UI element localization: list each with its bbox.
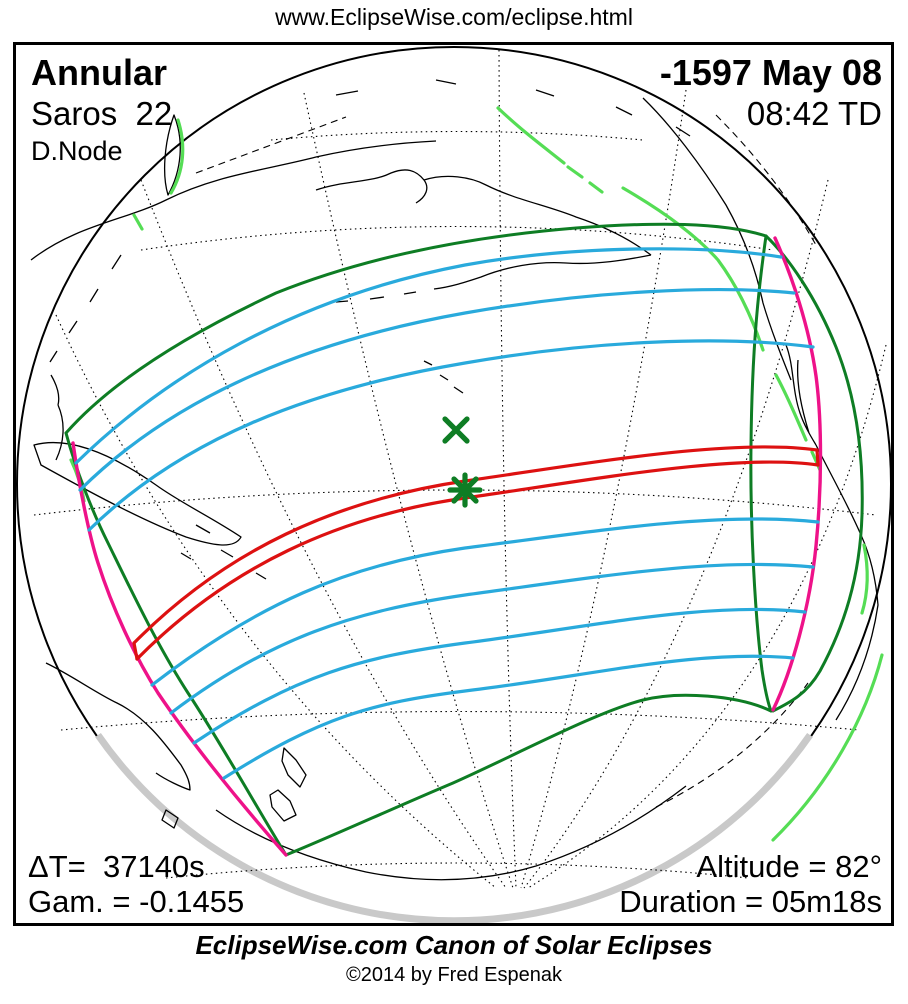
duration-value: Duration = 05m18s	[619, 883, 882, 919]
penumbra-east-terminator-limit	[764, 234, 864, 713]
saros-label: Saros 22	[31, 95, 173, 133]
delta-t-value: ΔT= 37140s	[28, 848, 205, 884]
penumbra-west-limit	[64, 431, 288, 857]
penumbra-south-limit	[284, 693, 773, 857]
eclipse-map-globe	[16, 46, 891, 923]
asterisk-marker	[447, 472, 483, 508]
kamchatka-coast-highlight	[169, 118, 185, 195]
magnitude-isoline	[192, 607, 807, 745]
sunrise-curve	[71, 441, 288, 857]
polar-shading	[95, 732, 813, 923]
magnitude-isolines	[74, 247, 820, 780]
eclipse-type-label: Annular	[31, 52, 168, 93]
penumbra-east-limit	[749, 234, 773, 713]
magnitude-isoline	[222, 654, 795, 780]
penumbra-limits	[64, 222, 864, 857]
gamma-value: Gam. = -0.1455	[28, 883, 245, 919]
page-url-text: www.EclipseWise.com/eclipse.html	[275, 4, 633, 30]
page-footer: EclipseWise.com Canon of Solar Eclipses …	[0, 930, 908, 987]
altitude-value: Altitude = 82°	[696, 848, 882, 884]
magnitude-isoline	[169, 562, 815, 715]
eclipse-info-top-right: -1597 May 08 08:42 TD	[660, 54, 882, 132]
penumbra-north-limit	[64, 222, 768, 435]
kuril-coast-highlight	[132, 213, 144, 231]
eclipse-date: -1597 May 08	[659, 52, 882, 93]
magnitude-isoline	[150, 517, 820, 687]
mexico-coast-highlight	[774, 373, 822, 472]
alaska-coast-highlight	[496, 106, 604, 194]
x-marker	[442, 416, 470, 444]
north-america-coast-highlight	[621, 186, 765, 352]
sunset-curve	[771, 236, 823, 712]
canon-title: EclipseWise.com Canon of Solar Eclipses	[195, 930, 713, 960]
copyright-text: ©2014 by Fred Espenak	[346, 964, 562, 986]
magnitude-isoline	[74, 247, 783, 465]
limb-coast-highlight-small	[860, 543, 869, 615]
magnitude-isoline	[87, 339, 815, 532]
event-markers	[442, 416, 483, 508]
eclipse-time: 08:42 TD	[746, 95, 882, 133]
eclipse-info-top-left: Annular Saros 22 D.Node	[31, 54, 172, 165]
south-america-limb-highlight	[771, 653, 884, 842]
central-path-end-caps	[132, 448, 820, 661]
eclipse-info-bottom-left: ΔT= 37140s Gam. = -0.1455	[28, 848, 244, 918]
rise-set-curves	[71, 236, 823, 857]
node-label: D.Node	[31, 135, 123, 166]
graticule	[33, 49, 887, 889]
eclipse-map-frame: Annular Saros 22 D.Node -1597 May 08 08:…	[13, 42, 894, 926]
eclipse-info-bottom-right: Altitude = 82° Duration = 05m18s	[619, 848, 882, 918]
magnitude-isoline	[78, 288, 796, 492]
